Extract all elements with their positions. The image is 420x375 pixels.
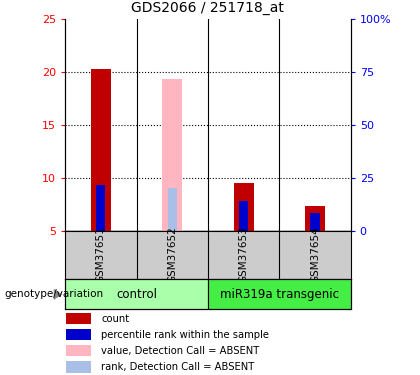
- Bar: [239, 201, 248, 231]
- Bar: [91, 69, 111, 231]
- Bar: [66, 313, 91, 324]
- Title: GDS2066 / 251718_at: GDS2066 / 251718_at: [131, 1, 284, 15]
- Bar: [305, 206, 325, 231]
- Text: GSM37651: GSM37651: [96, 226, 106, 284]
- Text: percentile rank within the sample: percentile rank within the sample: [101, 330, 269, 340]
- Text: GSM37654: GSM37654: [310, 226, 320, 284]
- Bar: [310, 213, 320, 231]
- Bar: [208, 279, 351, 309]
- Text: control: control: [116, 288, 157, 301]
- Bar: [162, 79, 182, 231]
- Text: miR319a transgenic: miR319a transgenic: [220, 288, 339, 301]
- Polygon shape: [54, 289, 62, 300]
- Bar: [65, 279, 208, 309]
- Text: value, Detection Call = ABSENT: value, Detection Call = ABSENT: [101, 346, 260, 356]
- Bar: [168, 188, 177, 231]
- Bar: [96, 185, 105, 231]
- Text: genotype/variation: genotype/variation: [4, 290, 103, 299]
- Bar: [66, 362, 91, 372]
- Text: rank, Detection Call = ABSENT: rank, Detection Call = ABSENT: [101, 362, 255, 372]
- Bar: [66, 329, 91, 340]
- Text: GSM37652: GSM37652: [167, 226, 177, 284]
- Text: count: count: [101, 314, 129, 324]
- Bar: [66, 345, 91, 356]
- Bar: [234, 183, 254, 231]
- Text: GSM37653: GSM37653: [239, 226, 249, 284]
